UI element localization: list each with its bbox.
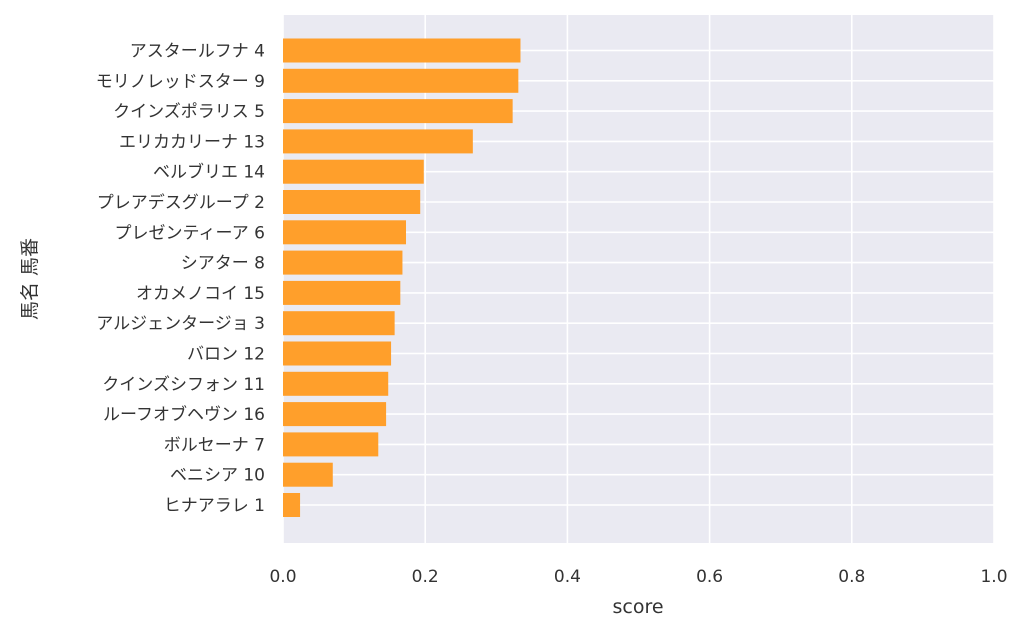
plot-background — [283, 15, 994, 543]
bar — [283, 129, 473, 154]
bar — [283, 99, 513, 124]
bars — [283, 38, 521, 517]
category-label: バロン 12 — [187, 345, 265, 365]
category-label: モリノレッドスター 9 — [96, 72, 265, 92]
category-label: アスタールフナ 4 — [130, 42, 265, 62]
x-tick-label: 1.0 — [980, 567, 1007, 587]
x-tick-label: 0.0 — [269, 567, 296, 587]
x-tick-label: 0.8 — [838, 567, 865, 587]
bar — [283, 432, 379, 457]
bar — [283, 68, 519, 93]
category-label: オカメノコイ 15 — [136, 284, 265, 304]
bar — [283, 220, 407, 245]
bar — [283, 341, 392, 366]
category-label: プレゼンティーア 6 — [114, 223, 265, 243]
bar — [283, 462, 333, 487]
category-label: プレアデスグループ 2 — [97, 192, 265, 213]
bar — [283, 402, 387, 427]
category-label: シアター 8 — [181, 254, 265, 274]
bar — [283, 250, 403, 275]
x-axis-label: score — [612, 596, 663, 618]
x-tick-label: 0.2 — [412, 567, 439, 587]
bar — [283, 280, 401, 305]
category-label: ベルブリエ 14 — [153, 162, 265, 183]
category-label: クインズポラリス 5 — [113, 102, 265, 122]
bar — [283, 190, 421, 214]
category-label: ルーフオブヘヴン 16 — [103, 404, 265, 425]
bar — [283, 38, 521, 63]
x-tick-label: 0.4 — [554, 567, 581, 587]
bar — [283, 493, 301, 517]
bar — [283, 371, 389, 396]
category-label: エリカカリーナ 13 — [119, 132, 265, 152]
category-label: アルジェンタージョ 3 — [96, 314, 265, 334]
category-labels: アスタールフナ 4 モリノレッドスター 9 クインズポラリス 5 エリカカリーナ 13… — [96, 42, 265, 517]
category-label: クインズシフォン 11 — [102, 375, 265, 395]
x-tick-labels: 0.0 0.2 0.4 0.6 0.8 1.0 — [269, 567, 1007, 587]
y-axis-label: 馬名 馬番 — [19, 238, 41, 320]
category-label: ボルセーナ 7 — [164, 435, 265, 455]
bar — [283, 159, 424, 184]
bar — [283, 311, 395, 336]
x-tick-label: 0.6 — [696, 567, 723, 587]
category-label: ベニシア 10 — [170, 466, 265, 486]
category-label: ヒナアラレ 1 — [164, 496, 265, 516]
